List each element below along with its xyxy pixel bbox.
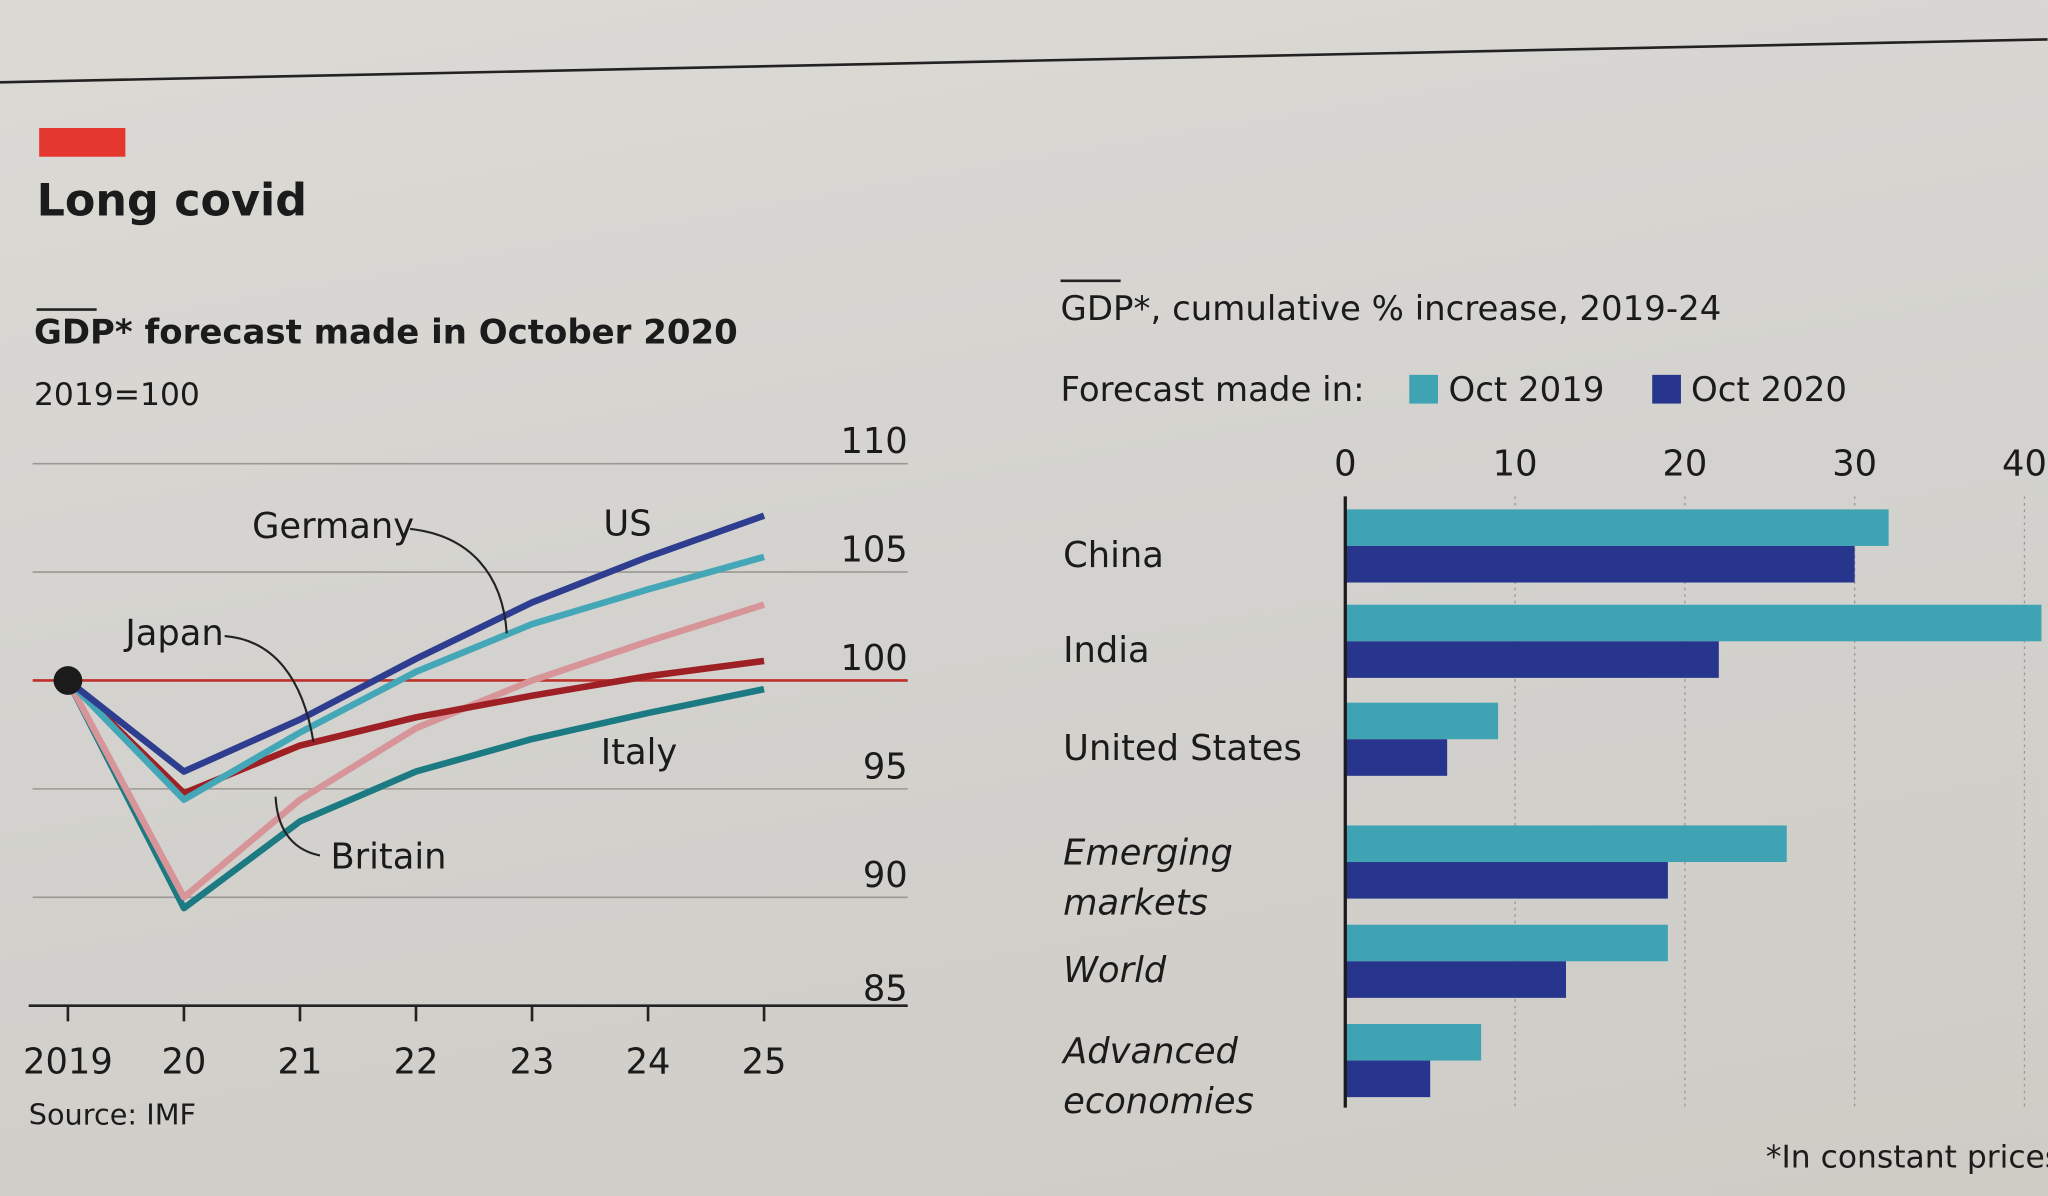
x-tick-label: 30 bbox=[1832, 443, 1877, 484]
germany-leader bbox=[410, 527, 508, 634]
bar-world-oct2020 bbox=[1345, 961, 1567, 998]
legend-item-oct2019: Oct 2019 bbox=[1409, 371, 1604, 410]
y-tick-label: 110 bbox=[840, 421, 907, 462]
bar-chart-title: GDP*, cumulative % increase, 2019-24 bbox=[1060, 289, 1722, 330]
x-tick-label: 24 bbox=[626, 1042, 671, 1083]
bar-advanced-economies-oct2020 bbox=[1345, 1060, 1431, 1098]
line-chart-subtitle: 2019=100 bbox=[33, 376, 200, 413]
category-label: Advanced bbox=[1061, 1031, 1238, 1072]
title-rule bbox=[1060, 279, 1121, 283]
x-tick-label: 20 bbox=[1662, 443, 1707, 484]
bar-india-oct2019 bbox=[1345, 604, 2042, 642]
x-tick-label: 0 bbox=[1334, 443, 1356, 484]
bar-emerging-markets-oct2020 bbox=[1345, 862, 1668, 899]
series-label-us: US bbox=[603, 504, 651, 545]
series-label-japan: Japan bbox=[123, 613, 223, 654]
series-label-britain: Britain bbox=[330, 837, 446, 878]
japan-leader bbox=[224, 635, 315, 743]
series-label-germany: Germany bbox=[252, 506, 414, 547]
series-line-germany bbox=[65, 553, 765, 803]
category-label: United States bbox=[1063, 728, 1302, 769]
x-tick-label: 40 bbox=[2002, 443, 2047, 484]
footnote: *In constant prices bbox=[1765, 1138, 2048, 1176]
bar-united-states-oct2019 bbox=[1345, 702, 1499, 740]
category-label: economies bbox=[1063, 1081, 1254, 1122]
bar-india-oct2020 bbox=[1345, 641, 1719, 678]
category-label: World bbox=[1063, 950, 1167, 991]
bar-legend: Forecast made in: Oct 2019 Oct 2020 bbox=[1061, 371, 1847, 410]
series-line-japan bbox=[65, 657, 765, 797]
legend-swatch bbox=[1651, 374, 1681, 404]
page-title: Long covid bbox=[36, 175, 308, 228]
category-label: China bbox=[1063, 535, 1164, 576]
base-point bbox=[53, 666, 83, 695]
bar-world-oct2019 bbox=[1345, 924, 1668, 962]
category-label: India bbox=[1063, 630, 1150, 671]
britain-leader bbox=[274, 796, 321, 857]
legend-text: Oct 2020 bbox=[1691, 370, 1847, 411]
bar-united-states-oct2020 bbox=[1345, 739, 1448, 776]
bar-china-oct2019 bbox=[1345, 509, 1889, 546]
y-tick-label: 105 bbox=[840, 530, 907, 571]
x-tick-label: 10 bbox=[1493, 443, 1538, 484]
series-line-us bbox=[65, 512, 766, 775]
x-tick-label: 21 bbox=[278, 1042, 323, 1083]
x-tick-label: 2019 bbox=[23, 1042, 113, 1083]
category-label: Emerging bbox=[1063, 833, 1233, 874]
y-tick-label: 85 bbox=[863, 968, 908, 1009]
y-tick-label: 100 bbox=[840, 638, 907, 679]
x-tick-label: 20 bbox=[162, 1042, 207, 1083]
red-tag bbox=[39, 127, 126, 157]
legend-text: Oct 2019 bbox=[1448, 370, 1605, 411]
line-chart-title: GDP* forecast made in October 2020 bbox=[33, 313, 738, 353]
title-rule bbox=[36, 308, 97, 311]
source-note: Source: IMF bbox=[28, 1099, 197, 1133]
y-tick-label: 95 bbox=[863, 746, 908, 787]
bar-china-oct2020 bbox=[1345, 545, 1855, 583]
legend-item-oct2020: Oct 2020 bbox=[1651, 370, 1847, 411]
series-line-italy bbox=[65, 678, 765, 912]
series-line-britain bbox=[65, 601, 766, 901]
y-tick-label: 90 bbox=[863, 855, 908, 896]
x-tick-label: 22 bbox=[394, 1042, 439, 1083]
category-label: markets bbox=[1063, 882, 1208, 923]
legend-label: Forecast made in: bbox=[1060, 370, 1365, 411]
series-label-italy: Italy bbox=[601, 732, 677, 773]
x-tick-label: 23 bbox=[510, 1042, 555, 1083]
x-tick-label: 25 bbox=[742, 1042, 787, 1083]
legend-swatch bbox=[1409, 374, 1439, 404]
bar-emerging-markets-oct2019 bbox=[1345, 825, 1787, 863]
bar-advanced-economies-oct2019 bbox=[1345, 1023, 1482, 1061]
